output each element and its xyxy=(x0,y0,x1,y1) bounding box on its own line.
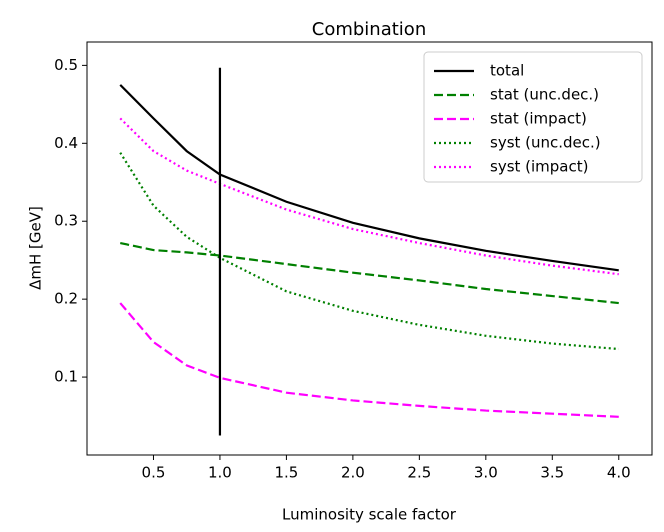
plot-frame xyxy=(86,41,653,456)
legend-box xyxy=(423,51,643,183)
series-line xyxy=(119,152,619,351)
x-tick-label: 1.5 xyxy=(274,464,298,482)
x-tick-label: 2.0 xyxy=(341,464,365,482)
legend-label: stat (unc.dec.) xyxy=(490,86,599,104)
x-tick-label: 3.5 xyxy=(540,464,564,482)
x-axis-label: Luminosity scale factor xyxy=(282,506,457,524)
series-line xyxy=(119,84,619,272)
x-tick-label: 2.5 xyxy=(407,464,431,482)
series-line xyxy=(119,117,619,276)
y-tick-label: 0.2 xyxy=(54,290,78,308)
legend-label: syst (impact) xyxy=(490,158,588,176)
legend-label: total xyxy=(490,62,524,80)
y-tick-label: 0.1 xyxy=(54,368,78,386)
x-tick-label: 1.0 xyxy=(208,464,232,482)
x-tick-label: 4.0 xyxy=(607,464,631,482)
chart-title: Combination xyxy=(312,19,426,40)
legend-label: syst (unc.dec.) xyxy=(490,134,601,152)
legend-label: stat (impact) xyxy=(490,110,587,128)
y-axis-label: ΔmH [GeV] xyxy=(27,206,45,290)
y-tick-label: 0.4 xyxy=(54,134,78,152)
series-line xyxy=(120,241,619,305)
y-tick-label: 0.5 xyxy=(54,56,78,74)
x-tick-label: 3.0 xyxy=(474,464,498,482)
y-tick-label: 0.3 xyxy=(54,212,78,230)
x-tick-label: 0.5 xyxy=(142,464,166,482)
series-line xyxy=(119,302,619,418)
